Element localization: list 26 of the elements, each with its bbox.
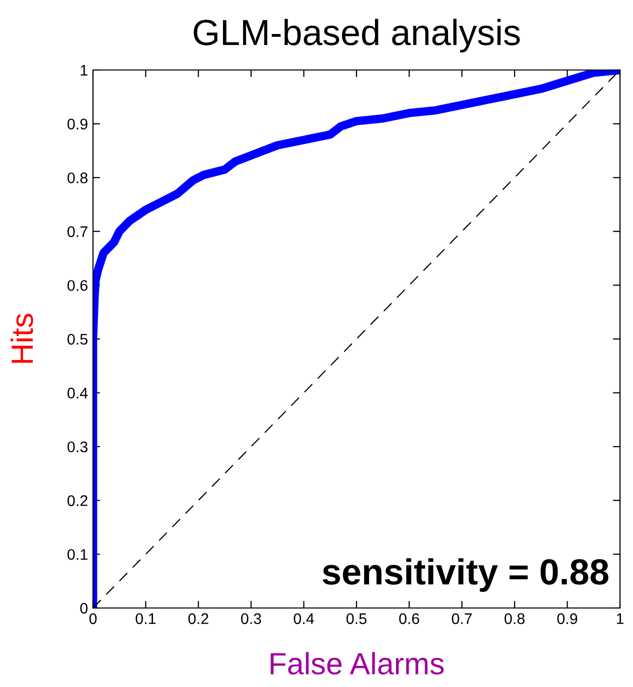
chart-title: GLM-based analysis [194,18,520,52]
y-tick-label: 0.8 [68,172,88,184]
x-tick-label: 0.4 [294,613,314,624]
y-tick-label: 0.2 [68,495,88,506]
x-tick-label: 0.8 [504,613,525,624]
y-tick-label: 0.4 [68,388,88,398]
x-tick-label: 0 [89,613,97,624]
y-tick-label: 0.6 [68,280,88,291]
y-tick-label: 0.1 [68,549,88,560]
y-tick-label: 0 [80,602,88,614]
y-tick-label: 0.5 [68,334,88,345]
x-tick-label: 0.9 [557,613,578,624]
x-tick-label: 0.2 [188,613,208,624]
y-tick-label: 0.7 [68,226,88,238]
y-axis-title: Hits [10,314,34,363]
x-tick-label: 0.5 [346,613,366,624]
x-tick-label: 0.1 [136,613,156,624]
x-tick-label: 0.3 [241,613,262,624]
y-tick-label: 1 [80,65,88,76]
y-tick-label: 0.9 [68,118,88,130]
annotation: sensitivity = 0.88 [322,558,608,592]
x-tick-label: 0.7 [452,613,472,624]
y-tick-label: 0.3 [68,441,88,452]
x-tick-label: 1 [616,613,624,624]
x-tick-label: 0.6 [399,613,420,624]
x-axis-title: False Alarms [270,652,444,675]
